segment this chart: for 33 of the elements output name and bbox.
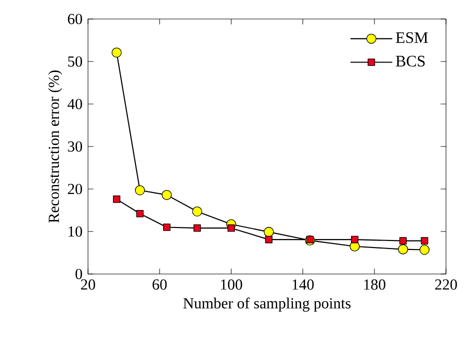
y-axis-title: Reconstruction error (%) [48, 70, 62, 223]
point [264, 226, 274, 237]
x-axis-title: Number of sampling points [183, 298, 351, 312]
legend-label: BCS [396, 56, 425, 67]
point [136, 210, 144, 218]
x-tick-label: 220 [435, 279, 457, 290]
y-tick-label: 10 [68, 226, 82, 237]
point [399, 237, 407, 245]
point [228, 224, 235, 232]
x-tick-label: 20 [81, 279, 96, 290]
legend-label: ESM [396, 32, 428, 43]
y-tick-label: 0 [76, 268, 82, 280]
point [420, 237, 428, 245]
point [420, 244, 430, 255]
point [163, 224, 170, 231]
point [398, 244, 408, 254]
point [265, 236, 272, 244]
point [162, 190, 172, 200]
y-tick-label: 60 [68, 14, 82, 24]
x-tick-label: 100 [221, 279, 242, 290]
x-tick-label: 140 [292, 279, 314, 290]
y-tick-label: 20 [68, 184, 82, 194]
x-tick-label: 60 [152, 279, 167, 290]
y-tick-label: 30 [68, 141, 82, 152]
point [112, 48, 122, 58]
point [112, 196, 120, 203]
y-tick-label: 40 [68, 98, 82, 110]
point [351, 236, 358, 244]
point [134, 185, 145, 196]
x-tick-label: 180 [364, 279, 386, 290]
point [194, 224, 201, 232]
y-tick-label: 50 [68, 56, 82, 67]
point [192, 206, 202, 217]
